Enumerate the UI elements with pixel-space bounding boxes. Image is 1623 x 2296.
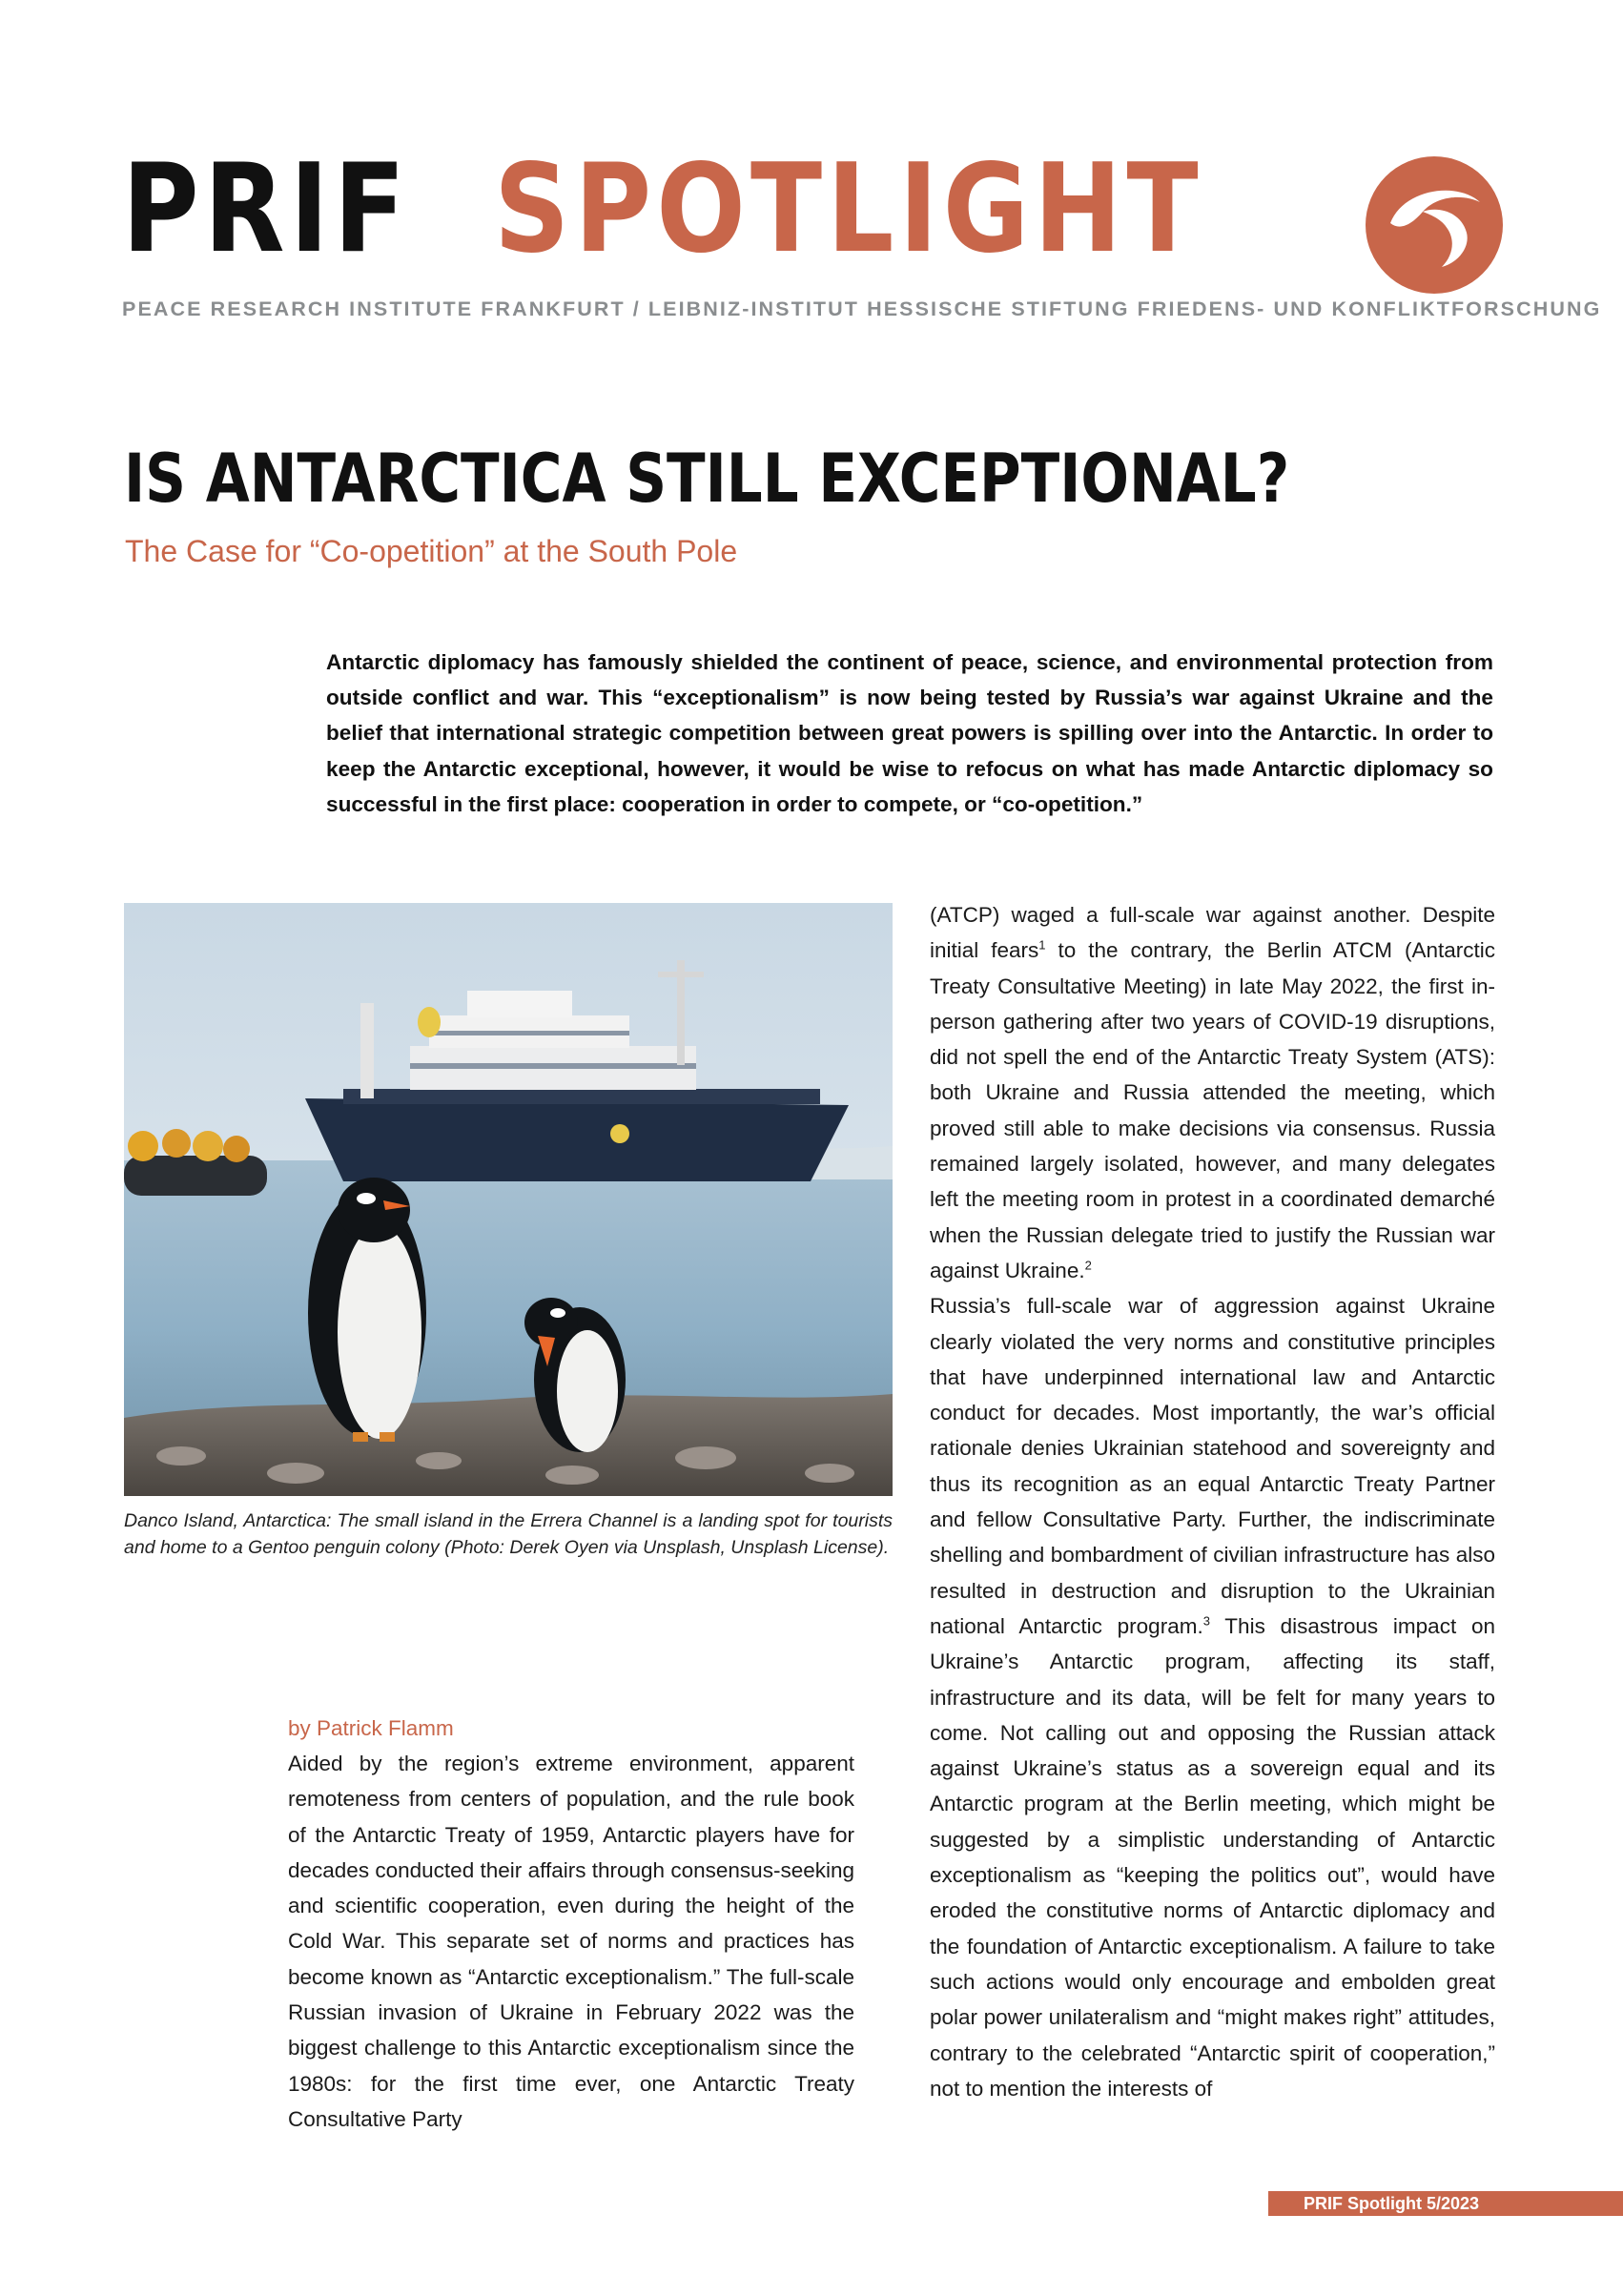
body-column-left: Aided by the region’s extreme environmen… — [288, 1752, 854, 2131]
prif-swirl-logo-icon — [1366, 156, 1503, 294]
masthead: PRIF SPOTLIGHT — [122, 138, 1505, 294]
brand-spotlight: SPOTLIGHT — [494, 138, 1203, 280]
brand-prif: PRIF — [122, 138, 411, 280]
ship — [305, 960, 849, 1181]
byline: by Patrick Flamm — [288, 1716, 454, 1740]
body-paragraph: Russia’s full-scale war of aggression ag… — [930, 1288, 1495, 2106]
lead-paragraph: Antarctic diplomacy has famously shielde… — [326, 650, 1493, 816]
penguin-bending — [524, 1298, 626, 1452]
photo-caption: Danco Island, Antarctica: The small isla… — [124, 1510, 893, 1558]
footnote-ref[interactable]: 2 — [1084, 1258, 1092, 1273]
institute-line: PEACE RESEARCH INSTITUTE FRANKFURT / LEI… — [122, 297, 1602, 320]
article-title: IS ANTARCTICA STILL EXCEPTIONAL? — [124, 440, 1290, 518]
body-text: This disastrous impact on Ukraine’s Anta… — [930, 1613, 1495, 2101]
footnote-ref[interactable]: 3 — [1202, 1613, 1210, 1629]
penguins-ship-photo — [124, 903, 893, 1496]
body-text: to the contrary, the Berlin ATCM (Antarc… — [930, 938, 1495, 1282]
penguin-standing — [308, 1178, 426, 1442]
pebbles — [156, 1446, 854, 1485]
zodiac-boat — [124, 1129, 267, 1196]
body-text: Russia’s full-scale war of aggression ag… — [930, 1294, 1495, 1638]
body-text: (ATCP) waged a full-scale war against an… — [930, 903, 1495, 963]
body-paragraph: (ATCP) waged a full-scale war against an… — [930, 897, 1495, 1288]
article-subtitle: The Case for “Co-opetition” at the South… — [125, 534, 738, 568]
footer-page-label: PRIF Spotlight 5/2023 — [1268, 2191, 1623, 2216]
body-column-right: (ATCP) waged a full-scale war against an… — [930, 897, 1495, 2106]
footnote-ref[interactable]: 1 — [1038, 937, 1046, 953]
